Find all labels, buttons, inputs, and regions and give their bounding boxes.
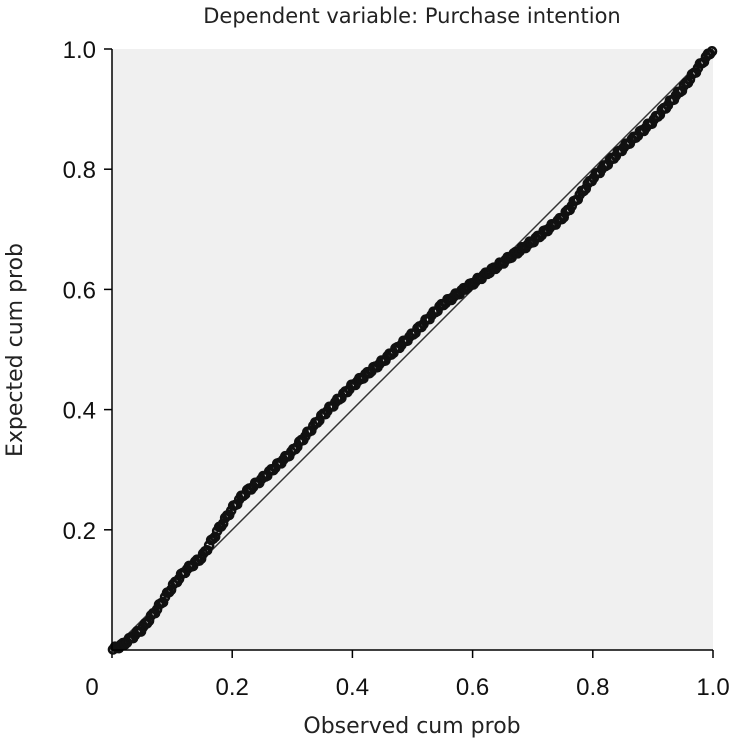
data-point xyxy=(209,531,221,543)
x-axis-title: Observed cum prob xyxy=(303,714,520,739)
chart-title: Dependent variable: Purchase intention xyxy=(203,4,620,28)
x-tick-label: 0.4 xyxy=(336,674,369,701)
x-tick-label: 0.6 xyxy=(456,674,489,701)
y-axis-title: Expected cum prob xyxy=(3,243,28,457)
y-tick-label: 0.6 xyxy=(63,277,96,304)
data-point xyxy=(706,46,718,57)
data-point xyxy=(580,183,592,195)
data-point xyxy=(217,518,229,529)
data-point xyxy=(165,584,177,596)
axis-ticks xyxy=(104,48,714,658)
x-tick-label: 1.0 xyxy=(696,674,729,701)
y-tick-label: 0.8 xyxy=(63,157,96,184)
data-point xyxy=(157,596,169,608)
x-tick-label: 0 xyxy=(85,674,98,701)
x-tick-label: 0.8 xyxy=(576,674,609,701)
y-tick-label: 0.4 xyxy=(63,398,96,425)
axis-tick-labels: 0 0.2 0.4 0.6 0.8 1.0 0.2 0.4 0.6 0.8 1.0 xyxy=(63,37,730,701)
data-point xyxy=(201,544,213,556)
data-point xyxy=(143,615,155,627)
data-point xyxy=(698,56,710,68)
data-point xyxy=(676,85,688,96)
y-tick-label: 0.2 xyxy=(63,518,96,545)
data-points xyxy=(107,46,718,655)
x-tick-label: 0.2 xyxy=(216,674,249,701)
y-tick-label: 1.0 xyxy=(63,37,96,64)
